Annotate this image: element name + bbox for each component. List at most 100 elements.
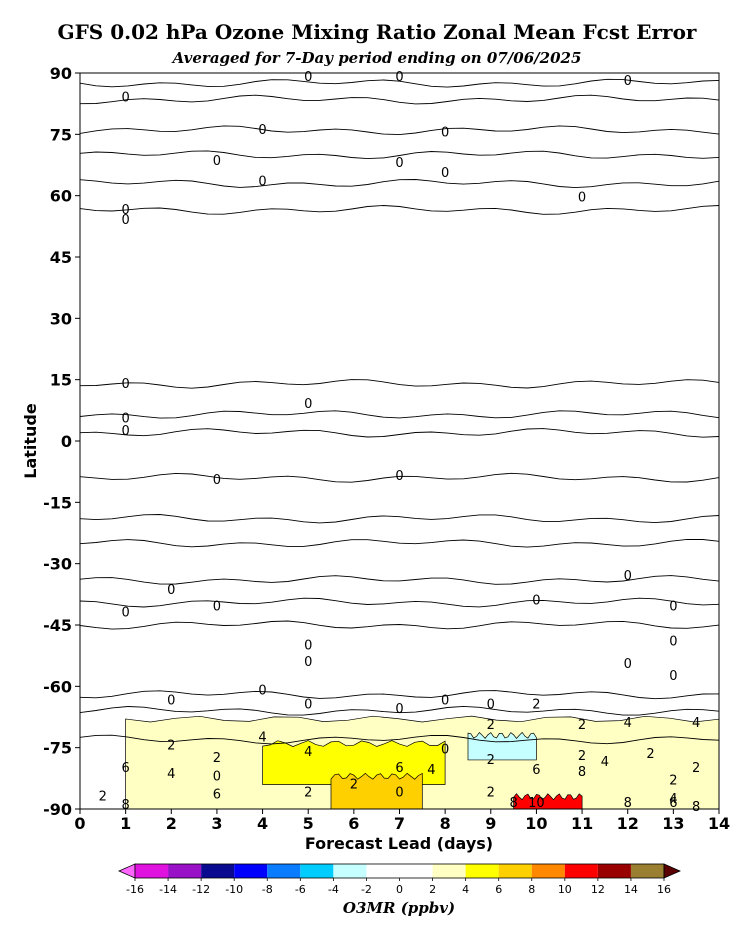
contour-label: 0 bbox=[395, 70, 403, 85]
contour-label: 2 bbox=[487, 753, 495, 768]
colorbar-tick-label: 12 bbox=[591, 883, 605, 896]
contour-label: 0 bbox=[441, 125, 449, 140]
contour-label: 0 bbox=[122, 424, 130, 439]
contour-line bbox=[80, 150, 719, 160]
contour-label: 0 bbox=[624, 657, 632, 672]
chart-title: GFS 0.02 hPa Ozone Mixing Ratio Zonal Me… bbox=[57, 20, 697, 44]
colorbar-tick-label: 10 bbox=[558, 883, 572, 896]
x-tick-label: 11 bbox=[571, 814, 593, 833]
contour-label: 0 bbox=[122, 91, 130, 106]
y-tick-label: -75 bbox=[43, 739, 72, 758]
contour-label: 2 bbox=[532, 698, 540, 713]
contour-line bbox=[80, 690, 719, 700]
colorbar-tick-label: -16 bbox=[126, 883, 144, 896]
contour-label: 2 bbox=[99, 790, 107, 805]
contour-label: 2 bbox=[350, 777, 358, 792]
contour-label: 2 bbox=[669, 773, 677, 788]
contour-line bbox=[80, 734, 719, 745]
contour-line bbox=[80, 410, 719, 419]
contour-label: 6 bbox=[532, 763, 540, 778]
contour-line bbox=[80, 705, 719, 716]
contour-label: 2 bbox=[692, 761, 700, 776]
contour-label: 0 bbox=[213, 769, 221, 784]
colorbar-tick-label: 4 bbox=[462, 883, 469, 896]
contour-line bbox=[80, 78, 719, 88]
contour-label: 0 bbox=[669, 600, 677, 615]
contour-line bbox=[80, 179, 719, 189]
colorbar-swatch bbox=[267, 864, 301, 878]
contour-line bbox=[80, 538, 719, 548]
contour-line bbox=[80, 205, 719, 215]
contour-line bbox=[80, 428, 719, 438]
filled-contour-regions bbox=[125, 715, 719, 809]
y-tick-label: -90 bbox=[43, 800, 72, 819]
y-tick-label: -30 bbox=[43, 555, 72, 574]
y-tick-label: 0 bbox=[61, 432, 72, 451]
contour-label: 0 bbox=[578, 191, 586, 206]
contour-label: 2 bbox=[167, 739, 175, 754]
contour-label: 0 bbox=[304, 638, 312, 653]
colorbar-swatch bbox=[333, 864, 367, 878]
colorbar-tick-label: -8 bbox=[262, 883, 273, 896]
contour-label: 8 bbox=[122, 798, 130, 813]
contour-label: 0 bbox=[304, 698, 312, 713]
y-tick-label: 75 bbox=[50, 125, 72, 144]
colorbar-under-arrow bbox=[118, 863, 136, 879]
contour-label: 0 bbox=[441, 694, 449, 709]
contour-line bbox=[80, 125, 719, 136]
x-axis-label: Forecast Lead (days) bbox=[305, 834, 493, 853]
contour-label: 0 bbox=[122, 606, 130, 621]
x-tick-label: 7 bbox=[394, 814, 405, 833]
contour-label: 2 bbox=[578, 718, 586, 733]
contour-label: 0 bbox=[304, 655, 312, 670]
contour-label: 6 bbox=[122, 761, 130, 776]
colorbar-tick-label: -2 bbox=[361, 883, 372, 896]
contour-label: 2 bbox=[487, 718, 495, 733]
colorbar-tick-label: -12 bbox=[192, 883, 210, 896]
colorbar-tick-label: -14 bbox=[159, 883, 177, 896]
contour-label: 0 bbox=[487, 698, 495, 713]
contour-line bbox=[80, 379, 719, 389]
contour-label: 0 bbox=[395, 702, 403, 717]
contour-label: 0 bbox=[304, 70, 312, 85]
y-tick-label: 90 bbox=[50, 64, 72, 83]
contour-label: 0 bbox=[532, 593, 540, 608]
colorbar-label: O3MR (ppbv) bbox=[343, 899, 455, 917]
contour-label: 0 bbox=[122, 377, 130, 392]
colorbar-swatch bbox=[432, 864, 466, 878]
plot-frame bbox=[79, 72, 720, 810]
x-tick-label: 8 bbox=[440, 814, 451, 833]
contour-label: 0 bbox=[395, 469, 403, 484]
colorbar-swatch bbox=[399, 864, 433, 878]
y-tick-label: 45 bbox=[50, 248, 72, 267]
contour-label: 4 bbox=[692, 716, 700, 731]
contour-label: 4 bbox=[304, 745, 312, 760]
colorbar-swatch bbox=[234, 864, 268, 878]
chart-subtitle: Averaged for 7-Day period ending on 07/0… bbox=[172, 49, 582, 67]
contour-label: 4 bbox=[427, 763, 435, 778]
contour-line bbox=[80, 472, 719, 483]
x-tick-label: 13 bbox=[662, 814, 684, 833]
contour-label: 8 bbox=[692, 800, 700, 815]
contour-label: 4 bbox=[601, 755, 609, 770]
contour-label: 2 bbox=[646, 747, 654, 762]
contour-label: 0 bbox=[669, 669, 677, 684]
colorbar-tick-label: 14 bbox=[624, 883, 638, 896]
colorbar-tick-label: 6 bbox=[495, 883, 502, 896]
colorbar-swatch bbox=[531, 864, 565, 878]
x-tick-label: 3 bbox=[211, 814, 222, 833]
contour-line bbox=[80, 620, 719, 630]
x-tick-label: 6 bbox=[348, 814, 359, 833]
x-tick-label: 5 bbox=[303, 814, 314, 833]
x-tick-label: 12 bbox=[617, 814, 639, 833]
contour-label: 2 bbox=[213, 751, 221, 766]
contour-label: 0 bbox=[122, 213, 130, 228]
contour-label: 2 bbox=[304, 786, 312, 801]
contour-label: 0 bbox=[213, 154, 221, 169]
contour-label: 0 bbox=[624, 569, 632, 584]
y-tick-label: -45 bbox=[43, 616, 72, 635]
contour-label: 2 bbox=[487, 786, 495, 801]
colorbar-tick-label: -10 bbox=[225, 883, 243, 896]
